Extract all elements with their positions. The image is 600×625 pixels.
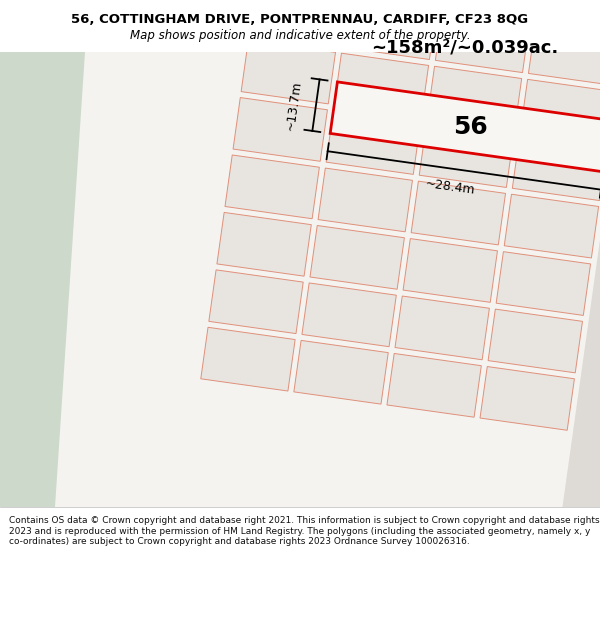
Polygon shape	[480, 366, 574, 430]
Polygon shape	[443, 0, 538, 15]
Polygon shape	[427, 66, 521, 130]
Polygon shape	[520, 79, 600, 143]
Polygon shape	[0, 52, 85, 507]
Polygon shape	[217, 213, 311, 276]
Polygon shape	[496, 252, 590, 316]
Polygon shape	[294, 341, 388, 404]
Polygon shape	[488, 309, 583, 373]
Polygon shape	[504, 194, 599, 258]
Text: ~158m²/~0.039ac.: ~158m²/~0.039ac.	[371, 38, 559, 56]
Polygon shape	[318, 168, 412, 232]
Text: ~13.7m: ~13.7m	[284, 79, 304, 131]
Polygon shape	[342, 0, 437, 59]
Text: ~28.4m: ~28.4m	[425, 177, 476, 198]
Polygon shape	[334, 53, 428, 117]
Polygon shape	[326, 111, 421, 174]
Polygon shape	[387, 354, 481, 418]
Polygon shape	[529, 22, 600, 86]
Text: Contains OS data © Crown copyright and database right 2021. This information is : Contains OS data © Crown copyright and d…	[9, 516, 599, 546]
Polygon shape	[201, 328, 295, 391]
Polygon shape	[536, 0, 600, 28]
Polygon shape	[350, 0, 445, 2]
Polygon shape	[310, 226, 404, 289]
Polygon shape	[395, 296, 490, 360]
Polygon shape	[249, 0, 344, 46]
Polygon shape	[436, 9, 530, 72]
Polygon shape	[209, 270, 303, 334]
Text: 56: 56	[453, 115, 488, 139]
Polygon shape	[241, 40, 335, 104]
Text: 56, COTTINGHAM DRIVE, PONTPRENNAU, CARDIFF, CF23 8QG: 56, COTTINGHAM DRIVE, PONTPRENNAU, CARDI…	[71, 13, 529, 26]
Polygon shape	[225, 155, 319, 219]
Polygon shape	[233, 98, 328, 161]
Polygon shape	[512, 137, 600, 201]
Polygon shape	[411, 181, 506, 245]
Polygon shape	[419, 124, 514, 188]
Polygon shape	[562, 0, 600, 521]
Polygon shape	[302, 283, 397, 347]
Polygon shape	[330, 82, 600, 172]
Text: Map shows position and indicative extent of the property.: Map shows position and indicative extent…	[130, 29, 470, 42]
Polygon shape	[403, 239, 497, 302]
